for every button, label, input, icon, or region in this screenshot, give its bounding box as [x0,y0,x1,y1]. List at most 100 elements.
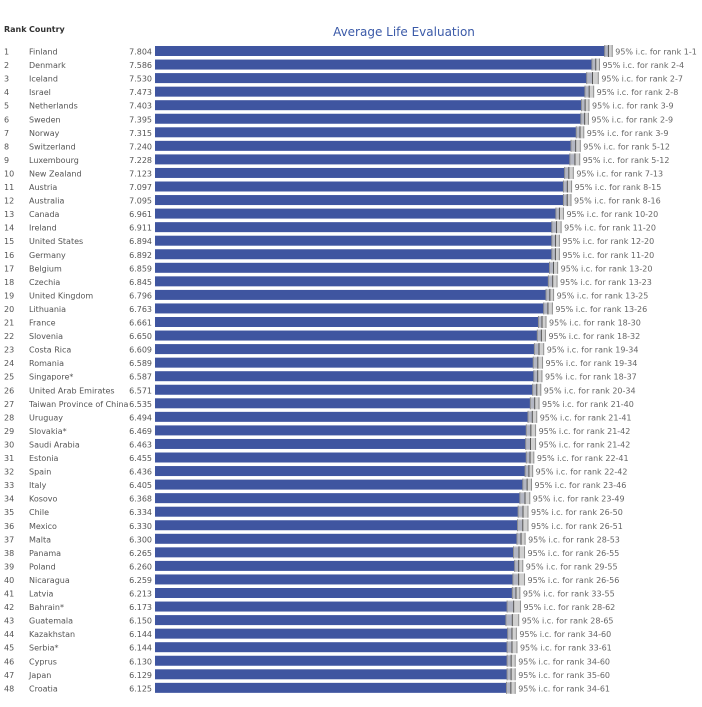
value-label: 6.330 [129,522,152,531]
country-label: United Kingdom [29,291,93,300]
value-label: 6.129 [129,671,152,680]
rank-label: 26 [4,386,14,395]
country-label: Slovenia [29,332,63,341]
value-label: 6.894 [129,237,152,246]
country-label: Canada [29,210,60,219]
ci-label: 95% i.c. for rank 11-20 [564,224,656,233]
rank-label: 42 [4,603,14,612]
value-label: 6.144 [129,630,152,639]
value-label: 6.144 [129,644,152,653]
value-label: 6.125 [129,684,152,693]
value-label: 6.609 [129,346,152,355]
rank-label: 4 [4,88,9,97]
rank-label: 41 [4,590,14,599]
rank-label: 35 [4,508,14,517]
value-label: 6.463 [129,440,152,449]
bar [155,547,520,558]
ci-label: 95% i.c. for rank 26-55 [528,549,620,558]
bar [155,344,539,355]
bar [155,493,525,504]
country-label: Spain [29,468,51,477]
bar [155,466,529,477]
value-label: 7.097 [129,183,152,192]
country-label: Latvia [29,590,53,599]
bar [155,127,581,138]
bar [155,140,576,151]
country-label: Ireland [29,224,57,233]
bar [155,113,585,124]
value-label: 6.130 [129,657,152,666]
ci-label: 95% i.c. for rank 26-56 [528,576,620,585]
country-label: Cyprus [29,657,57,666]
ci-label: 95% i.c. for rank 13-23 [560,278,652,287]
country-label: Norway [29,129,60,138]
ci-label: 95% i.c. for rank 22-42 [536,468,628,477]
bar [155,452,531,463]
bar [155,46,609,56]
rank-label: 17 [4,264,14,273]
country-label: Costa Rica [29,346,71,355]
bar [155,86,590,97]
value-label: 6.859 [129,264,152,273]
value-label: 6.300 [129,535,152,544]
country-label: Iceland [29,75,58,84]
bar [155,317,543,327]
ci-label: 95% i.c. for rank 21-41 [540,413,632,422]
rank-label: 34 [4,495,14,504]
bar [155,520,523,531]
ci-label: 95% i.c. for rank 2-8 [597,88,679,97]
value-label: 7.228 [129,156,152,165]
rank-label: 19 [4,291,14,300]
country-label: Czechia [29,278,60,287]
ci-label: 95% i.c. for rank 35-60 [518,671,610,680]
bar [155,276,553,287]
country-label: Denmark [29,61,66,70]
value-label: 6.173 [129,603,152,612]
bar [155,59,596,70]
country-label: Uruguay [29,413,63,422]
bar [155,181,568,192]
rank-label: 47 [4,671,14,680]
country-label: Kosovo [29,495,58,504]
value-label: 6.334 [129,508,152,517]
ci-label: 95% i.c. for rank 2-7 [601,75,683,84]
value-label: 6.469 [129,427,152,436]
ci-label: 95% i.c. for rank 20-34 [544,386,636,395]
ci-label: 95% i.c. for rank 18-30 [549,319,641,328]
bar [155,154,575,165]
country-label: Israel [29,88,51,97]
value-label: 7.530 [129,75,152,84]
ci-label: 95% i.c. for rank 34-61 [518,684,610,693]
rank-label: 18 [4,278,14,287]
country-label: Romania [29,359,64,368]
rank-label: 7 [4,129,9,138]
rank-label: 6 [4,115,9,124]
value-label: 6.535 [129,400,152,409]
country-label: Japan [28,671,51,680]
rank-label: 44 [4,630,14,639]
bar [155,574,519,585]
country-label: France [29,319,56,328]
bar [155,533,522,544]
rank-label: 10 [4,169,14,178]
ci-label: 95% i.c. for rank 33-61 [520,644,612,653]
bar [155,398,535,409]
rank-label: 45 [4,644,14,653]
country-label: Slovakia* [29,427,67,436]
rank-label: 12 [4,197,14,206]
ci-label: 95% i.c. for rank 18-32 [548,332,640,341]
country-label: Germany [29,251,66,260]
ci-label: 95% i.c. for rank 13-26 [555,305,647,314]
bar [155,208,560,219]
country-label: Lithuania [29,305,66,314]
ci-label: 95% i.c. for rank 13-25 [557,291,649,300]
rank-label: 8 [4,142,9,151]
ci-label: 95% i.c. for rank 33-55 [523,590,615,599]
value-label: 6.763 [129,305,152,314]
rank-label: 33 [4,481,14,490]
rank-label: 27 [4,400,14,409]
chart-title: Average Life Evaluation [333,25,475,39]
rank-label: 23 [4,346,14,355]
bar [155,628,512,639]
